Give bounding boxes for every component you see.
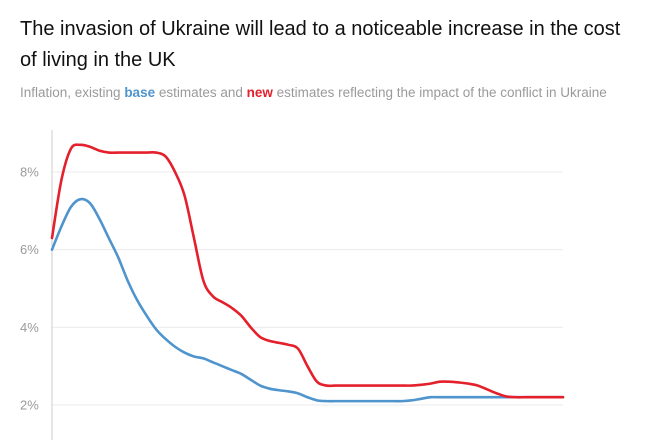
grid-layer: 2% 4% 6% 8% — [20, 130, 563, 440]
chart-subtitle: Inflation, existing base estimates and n… — [20, 84, 640, 101]
subtitle-suffix: estimates reflecting the impact of the c… — [272, 85, 607, 100]
y-tick-label-6: 6% — [20, 242, 39, 257]
y-tick-label-2: 2% — [20, 398, 39, 413]
y-tick-label-8: 8% — [20, 165, 39, 180]
subtitle-base-label: base — [124, 85, 156, 100]
series-line-new — [50, 143, 565, 399]
subtitle-new-label: new — [246, 85, 273, 100]
subtitle-middle: estimates and — [155, 85, 247, 100]
series-layer — [50, 143, 565, 403]
series-line-base — [50, 197, 565, 403]
y-tick-label-4: 4% — [20, 320, 39, 335]
chart-title: The invasion of Ukraine will lead to a n… — [20, 18, 621, 71]
subtitle-prefix: Inflation, existing — [20, 85, 125, 100]
